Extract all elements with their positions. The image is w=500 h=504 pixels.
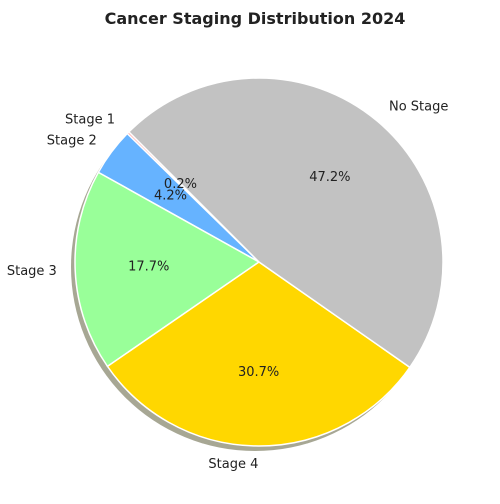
percent-label-stage-4: 30.7%: [238, 365, 279, 380]
category-label-stage-1: Stage 1: [65, 112, 115, 127]
category-label-no-stage: No Stage: [389, 99, 448, 114]
pie-slice-stage-4: [106, 261, 411, 447]
percent-label-stage-3: 17.7%: [128, 260, 169, 275]
category-label-stage-3: Stage 3: [7, 264, 57, 279]
percent-label-stage-2: 4.2%: [154, 188, 187, 203]
percent-label-no-stage: 47.2%: [309, 170, 350, 185]
pie-slice-stage-3: [74, 171, 260, 368]
pie-slice-no-stage: [128, 77, 444, 369]
pie-category-labels: Stage 1 Stage 2 Stage 3 Stage 4 No Stage: [7, 99, 449, 472]
chart-title: Cancer Staging Distribution 2024: [105, 9, 406, 28]
category-label-stage-4: Stage 4: [208, 457, 258, 472]
percent-label-stage-1: 0.2%: [164, 177, 197, 192]
pie-percent-labels: 0.2%4.2% 17.7% 30.7% 47.2%: [128, 170, 350, 380]
category-label-stage-2: Stage 2: [47, 133, 97, 148]
pie-slices: [74, 77, 444, 447]
